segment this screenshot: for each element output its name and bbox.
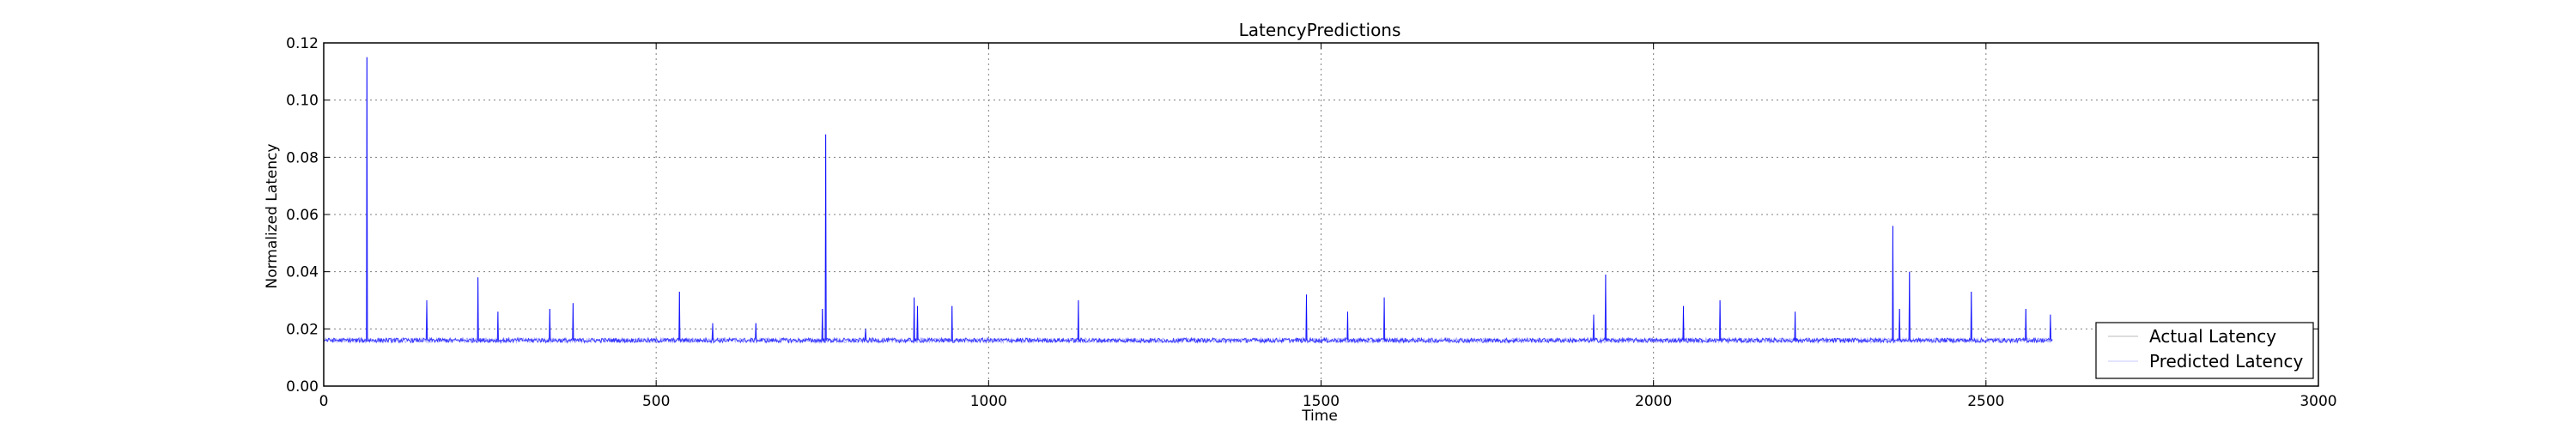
y-tick-label: 0.04 — [286, 264, 319, 281]
legend-label-actual: Actual Latency — [2149, 326, 2276, 347]
series-lines — [323, 57, 2053, 345]
y-tick-label: 0.12 — [286, 35, 319, 52]
chart-title: LatencyPredictions — [1239, 20, 1401, 40]
legend-label-predicted: Predicted Latency — [2149, 351, 2303, 372]
x-tick-label: 1500 — [1303, 393, 1340, 410]
y-tick-label: 0.08 — [286, 149, 319, 166]
legend: Actual Latency Predicted Latency — [2095, 322, 2314, 379]
x-tick-label: 500 — [642, 393, 670, 410]
x-tick-label: 0 — [319, 393, 329, 410]
x-tick-label: 2000 — [1635, 393, 1672, 410]
y-tick-label: 0.00 — [286, 378, 319, 396]
axis-ticks: 0 500 1000 1500 2000 2500 3000 0.00 0.02 0.04 0.06… — [286, 35, 2336, 410]
y-tick-label: 0.06 — [286, 207, 319, 224]
y-tick-label: 0.02 — [286, 321, 319, 338]
x-tick-label: 1000 — [970, 393, 1007, 410]
x-tick-label: 3000 — [2300, 393, 2336, 410]
x-axis-label: Time — [1301, 408, 1338, 425]
y-tick-label: 0.10 — [286, 93, 319, 110]
y-axis-label: Normalized Latency — [264, 143, 281, 288]
legend-box — [2095, 322, 2314, 379]
series-line-actual-latency — [323, 57, 2053, 345]
grid-lines — [324, 43, 2318, 386]
x-tick-label: 2500 — [1967, 393, 2004, 410]
